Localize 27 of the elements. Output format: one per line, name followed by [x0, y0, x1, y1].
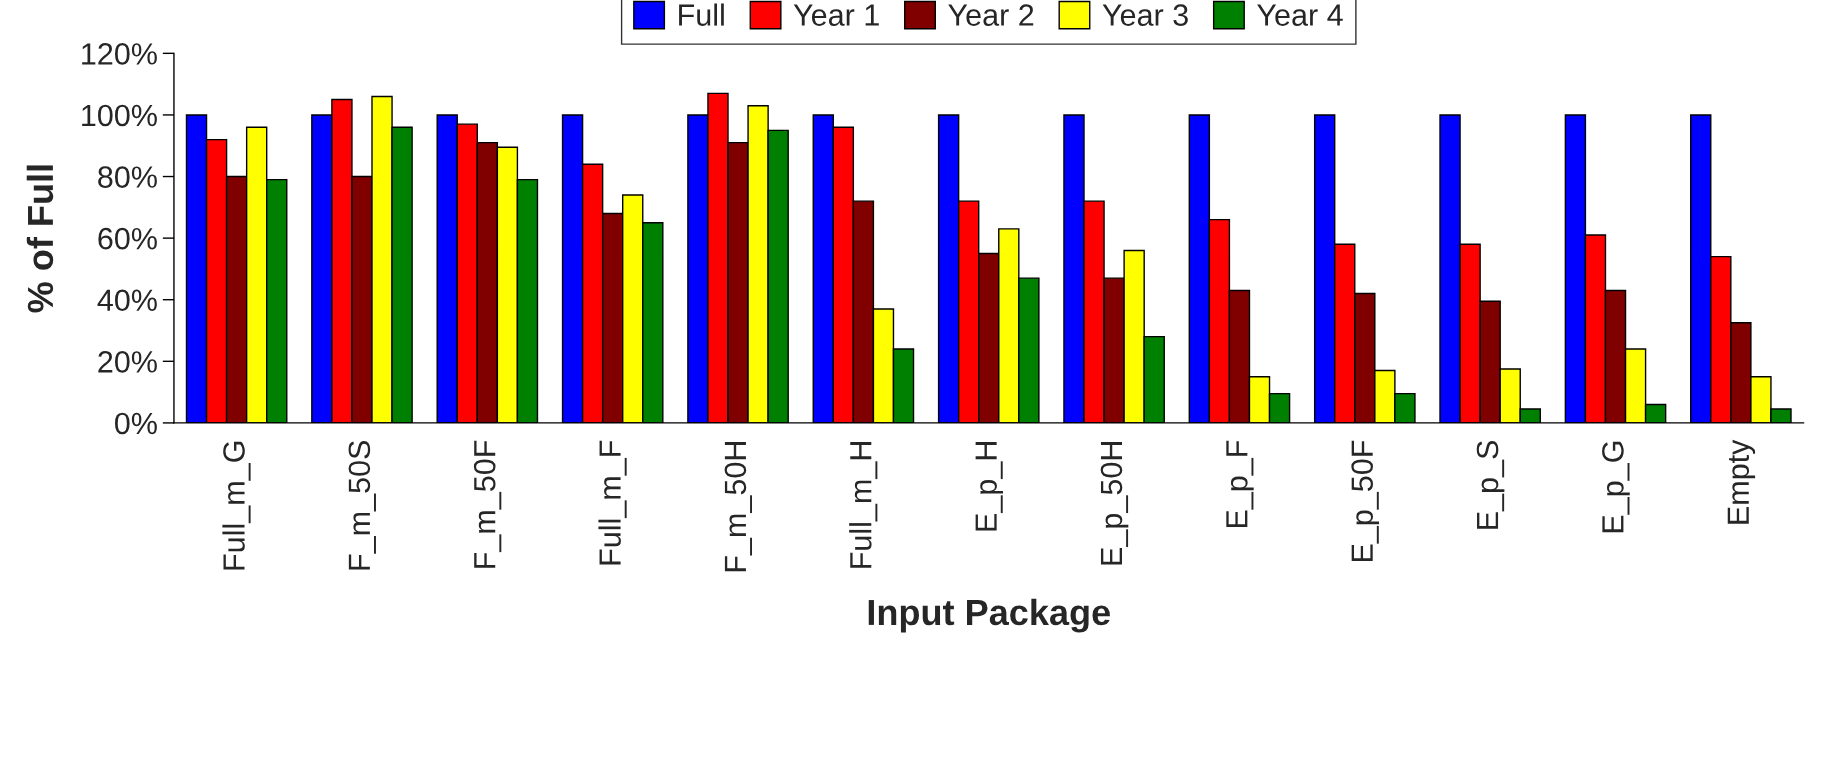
legend-label: Year 4: [1257, 4, 1343, 26]
y-axis-title: % of Full: [26, 165, 54, 313]
x-axis-title: Input Package: [868, 598, 1110, 633]
x-tick-label: F_m_50F: [473, 440, 502, 568]
x-tick-label: Empty: [1727, 439, 1756, 524]
x-tick-label: E_p_F: [1226, 440, 1254, 528]
x-tick-label: E_p_50F: [1351, 440, 1380, 562]
y-tick-label: 100%: [82, 104, 157, 127]
x-tick-label: F_m_50H: [724, 442, 753, 572]
y-tick-label: 40%: [97, 289, 157, 312]
x-tick-label: E_p_S: [1476, 440, 1505, 529]
legend-label: Year 1: [793, 4, 879, 26]
y-tick-label: 80%: [98, 166, 157, 188]
y-tick-label: 0%: [115, 412, 157, 435]
legend-label: Year 2: [948, 4, 1034, 26]
y-tick-label: 20%: [98, 351, 157, 373]
x-tick-label: Full_m_H: [849, 442, 878, 568]
x-tick-label: F_m_50S: [348, 440, 376, 570]
x-tick-label: E_p_50H: [1100, 442, 1129, 565]
legend-label: Full: [679, 3, 724, 26]
x-tick-label: Full_m_F: [598, 440, 627, 565]
legend-label: Year 3: [1102, 4, 1188, 26]
x-tick-label: Full_m_G: [222, 441, 251, 570]
y-tick-label: 60%: [98, 227, 157, 250]
y-tick-label: 120%: [82, 43, 157, 65]
x-tick-label: E_p_G: [1602, 441, 1630, 533]
x-tick-label: E_p_H: [975, 442, 1003, 531]
